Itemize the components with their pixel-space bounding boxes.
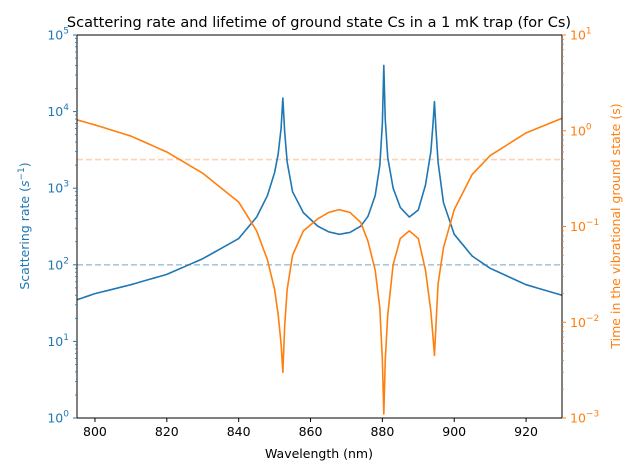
x-axis-ticks: 800 820 840 860 880 900 920 xyxy=(83,418,538,439)
x-tick-label: 800 xyxy=(83,424,107,439)
right-y-tick-label: 10−1 xyxy=(570,218,599,234)
right-y-axis-ticks: 10−3 10−2 10−1 100 101 xyxy=(562,27,599,426)
right-y-tick-label: 101 xyxy=(570,27,592,43)
right-y-axis-label: Time in the vibrational ground state (s) xyxy=(608,103,623,349)
x-tick-label: 820 xyxy=(155,424,179,439)
left-y-tick-label: 102 xyxy=(47,256,69,272)
x-tick-label: 860 xyxy=(299,424,323,439)
chart-title: Scattering rate and lifetime of ground s… xyxy=(67,15,571,31)
right-y-tick-label: 10−3 xyxy=(570,410,599,426)
x-tick-label: 920 xyxy=(514,424,538,439)
right-y-tick-label: 10−2 xyxy=(570,314,599,330)
left-y-tick-label: 105 xyxy=(47,27,69,43)
left-y-axis-ticks: 100 101 102 103 104 105 xyxy=(47,27,77,426)
left-y-tick-label: 104 xyxy=(47,103,69,119)
left-y-axis-label: Scattering rate (s−1) xyxy=(17,162,32,289)
ground-state-time-line xyxy=(76,117,563,415)
reference-lines xyxy=(77,158,562,266)
x-tick-label: 840 xyxy=(227,424,251,439)
x-tick-label: 900 xyxy=(442,424,466,439)
x-axis-label: Wavelength (nm) xyxy=(265,446,373,461)
x-tick-label: 880 xyxy=(370,424,394,439)
scattering-rate-line xyxy=(76,64,563,301)
left-y-tick-label: 103 xyxy=(47,180,69,196)
left-y-tick-label: 101 xyxy=(47,333,69,349)
left-y-tick-label: 100 xyxy=(47,410,69,426)
right-y-tick-label: 100 xyxy=(570,122,592,138)
series-lines xyxy=(76,64,563,415)
